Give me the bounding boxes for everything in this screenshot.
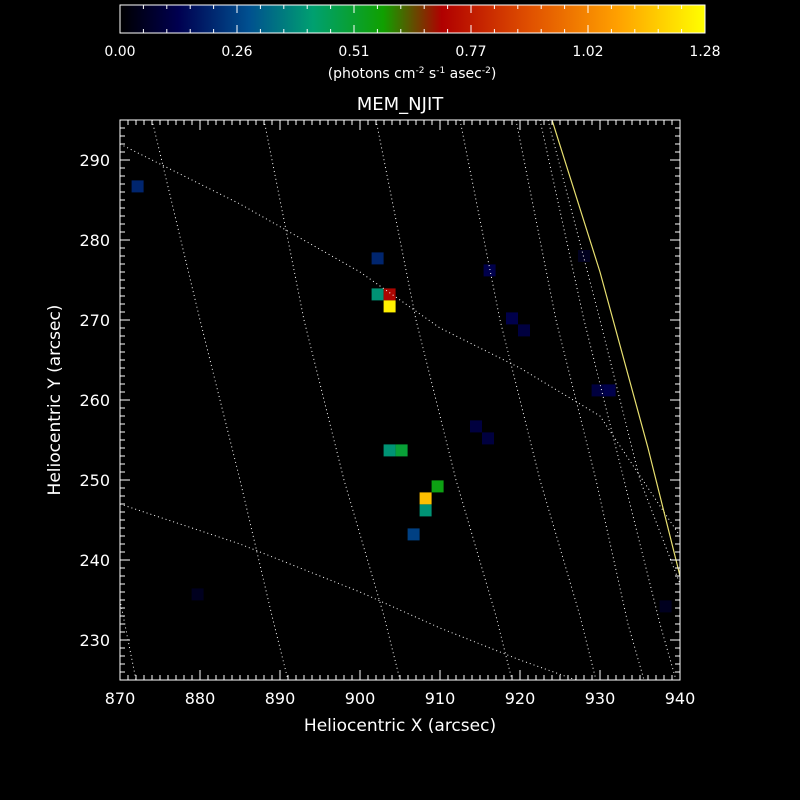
colorbar-tick-label: 1.28: [689, 44, 720, 60]
heatmap-cell: [603, 384, 616, 397]
coordinate-grid: [120, 120, 680, 680]
y-tick-label: 270: [79, 311, 110, 330]
y-tick-label: 260: [79, 391, 110, 410]
x-tick-label: 910: [425, 689, 456, 708]
plot-background: [120, 120, 680, 680]
longitude-grid-line: [539, 120, 677, 680]
heatmap-cell: [131, 180, 144, 193]
heatmap-cell: [470, 420, 482, 433]
colorbar-tick-label: 0.26: [221, 44, 252, 60]
heatmap-cell: [659, 600, 672, 613]
heatmap-cell: [482, 432, 494, 445]
heatmap-cell: [371, 288, 384, 301]
colorbar-label: (photons cm-2 s-1 asec-2): [328, 66, 497, 82]
heatmap-cell: [407, 528, 420, 541]
colorbar: 0.00 0.26 0.51 0.77 1.02 1.28 (photons cm-2 s…: [104, 4, 721, 82]
colorbar-tick-label: 0.51: [338, 44, 369, 60]
x-tick-label: 870: [105, 689, 136, 708]
heatmap-cell: [371, 252, 384, 265]
longitude-grid-line: [459, 120, 597, 680]
longitude-grid-line: [375, 120, 513, 680]
x-tick-label: 930: [585, 689, 616, 708]
axis-ticks: 870 880 890 900 910 920 930 940 230 240 250 260 270 2…: [79, 119, 696, 708]
y-axis-label: Heliocentric Y (arcsec): [45, 305, 65, 496]
y-tick-label: 240: [79, 551, 110, 570]
colorbar-tick-label: 0.77: [455, 44, 486, 60]
latitude-grid-line: [120, 143, 680, 537]
heatmap-cell: [383, 288, 396, 301]
x-tick-label: 920: [505, 689, 536, 708]
longitude-grid-line: [151, 120, 289, 680]
limb-grid-line: [551, 120, 680, 577]
heatmap-cell: [419, 492, 432, 505]
longitude-grid-line: [263, 120, 401, 680]
x-tick-label: 880: [185, 689, 216, 708]
heatmap-cell: [383, 444, 396, 457]
heatmap-cell: [431, 480, 444, 493]
heatmap-cell: [506, 312, 518, 325]
y-tick-label: 280: [79, 231, 110, 250]
heatmap-pixels: [131, 180, 672, 613]
chart-title: MEM_NJIT: [357, 94, 445, 115]
x-tick-label: 940: [665, 689, 696, 708]
x-axis-label: Heliocentric X (arcsec): [304, 716, 496, 736]
y-tick-label: 250: [79, 471, 110, 490]
y-tick-label: 230: [79, 631, 110, 650]
x-tick-label: 890: [265, 689, 296, 708]
longitude-grid-line: [515, 120, 645, 680]
heatmap-cell: [383, 300, 396, 313]
colorbar-tick-label: 1.02: [572, 44, 603, 60]
heatmap-cell: [395, 444, 408, 457]
heatmap-cell: [578, 250, 590, 262]
plot-area: 870 880 890 900 910 920 930 940 230 240 250 260 270 2…: [79, 119, 696, 708]
heatmap-cell: [591, 384, 604, 397]
x-tick-label: 900: [345, 689, 376, 708]
colorbar-bar: [119, 4, 706, 34]
colorbar-ticks: 0.00 0.26 0.51 0.77 1.02 1.28: [104, 5, 721, 60]
y-tick-label: 290: [79, 151, 110, 170]
heatmap-cell: [483, 264, 496, 277]
colorbar-tick-label: 0.00: [104, 44, 135, 60]
heatmap-cell: [419, 504, 432, 517]
heatmap-cell: [191, 588, 204, 601]
heatmap-cell: [518, 324, 530, 337]
